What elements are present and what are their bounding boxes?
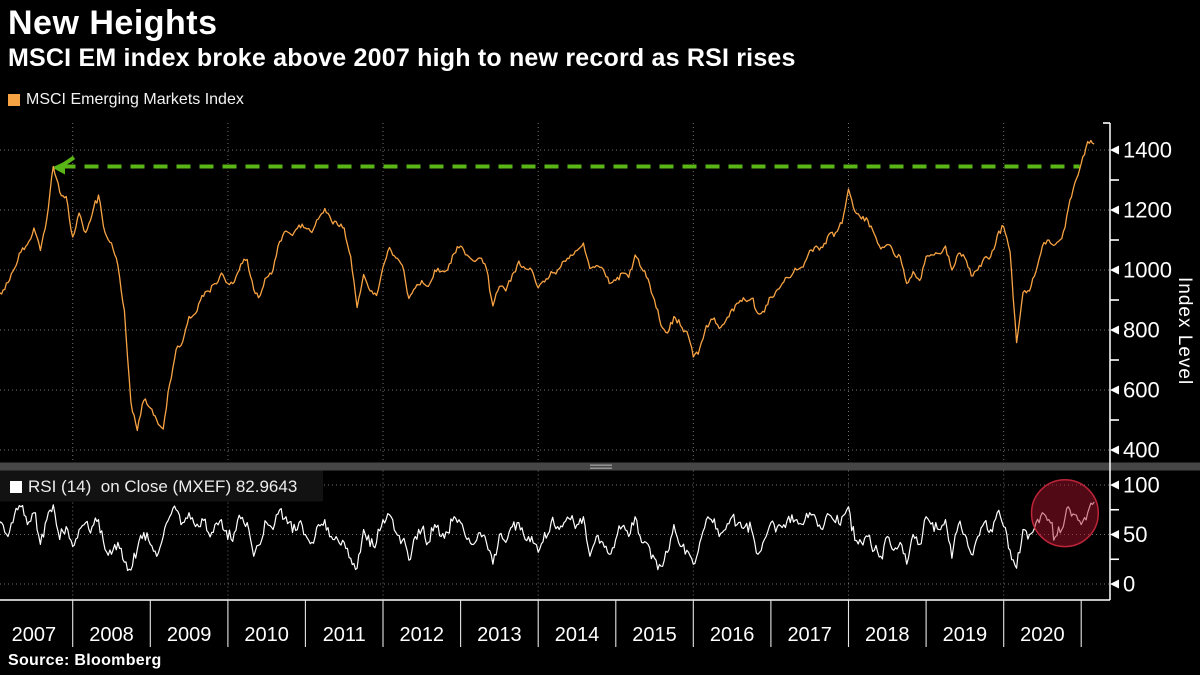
x-tick-label-year: 2011 bbox=[323, 624, 366, 646]
y-tick-label: 1000 bbox=[1123, 258, 1172, 283]
tick-arrow-icon bbox=[1110, 530, 1119, 539]
y-tick-label: 50 bbox=[1123, 522, 1147, 547]
tick-arrow-icon bbox=[1110, 445, 1119, 455]
x-axis-ticks: 2007 2008 2009 2010 2011 2012 2013 2014 2015 2016… bbox=[12, 600, 1082, 647]
tick-arrow-icon bbox=[1110, 480, 1119, 490]
price-legend-label: MSCI Emerging Markets Index bbox=[26, 91, 244, 108]
tick-arrow-icon bbox=[1110, 385, 1119, 395]
divider-grip-icon bbox=[590, 464, 612, 466]
x-tick-label-year: 2014 bbox=[555, 624, 600, 646]
y-tick-label: 0 bbox=[1123, 572, 1135, 597]
x-tick-label-year: 2020 bbox=[1020, 624, 1065, 646]
rsi-legend: RSI (14) on Close (MXEF) 82.9643 bbox=[10, 477, 297, 497]
tick-arrow-icon bbox=[1110, 579, 1119, 589]
tick-arrow-icon bbox=[1110, 205, 1119, 215]
x-tick-label-year: 2012 bbox=[400, 624, 445, 646]
record-high-reference-line bbox=[52, 155, 1080, 175]
x-tick-label-year: 2017 bbox=[787, 624, 832, 646]
msci-em-price-line bbox=[0, 139, 1095, 432]
y-tick-label: 1400 bbox=[1123, 138, 1172, 163]
x-tick-label-year: 2018 bbox=[865, 624, 910, 646]
y-tick-label: 600 bbox=[1123, 378, 1160, 403]
y-tick-label: 800 bbox=[1123, 318, 1160, 343]
y-tick-label: 100 bbox=[1123, 473, 1160, 498]
panel-divider bbox=[0, 462, 1200, 471]
price-y-axis: 400 600 800 1000 1200 1400 bbox=[1110, 138, 1172, 463]
rsi-legend-label: RSI (14) on Close (MXEF) 82.9643 bbox=[28, 477, 298, 496]
rsi-line bbox=[0, 501, 1095, 572]
x-tick-label-year: 2019 bbox=[943, 624, 988, 646]
rsi-legend-backdrop bbox=[0, 470, 323, 502]
x-tick-label-year: 2009 bbox=[167, 624, 212, 646]
tick-arrow-icon bbox=[1110, 145, 1119, 155]
price-legend: MSCI Emerging Markets Index bbox=[8, 91, 244, 109]
price-legend-swatch-icon bbox=[8, 94, 20, 106]
x-tick-label-year: 2013 bbox=[477, 624, 522, 646]
x-tick-label-year: 2016 bbox=[710, 624, 755, 646]
x-tick-label-year: 2015 bbox=[632, 624, 677, 646]
x-tick-label-year: 2010 bbox=[244, 624, 289, 646]
x-tick-label-year: 2008 bbox=[89, 624, 134, 646]
tick-arrow-icon bbox=[1110, 265, 1119, 275]
page-title: New Heights bbox=[8, 4, 218, 42]
y-tick-label: 400 bbox=[1123, 438, 1160, 463]
reference-arrow-icon bbox=[52, 161, 65, 175]
chart-subtitle: MSCI EM index broke above 2007 high to n… bbox=[8, 44, 796, 72]
y-axis-title: Index Level bbox=[1174, 276, 1195, 386]
rsi-legend-swatch-icon bbox=[10, 481, 22, 493]
x-tick-label-year: 2007 bbox=[12, 624, 57, 646]
rsi-y-axis: 0 50 100 bbox=[1110, 473, 1160, 597]
source-label: Source: Bloomberg bbox=[8, 652, 162, 669]
y-tick-label: 1200 bbox=[1123, 198, 1172, 223]
rsi-highlight-circle bbox=[1030, 479, 1100, 548]
axes bbox=[0, 122, 1111, 601]
tick-arrow-icon bbox=[1110, 325, 1119, 335]
